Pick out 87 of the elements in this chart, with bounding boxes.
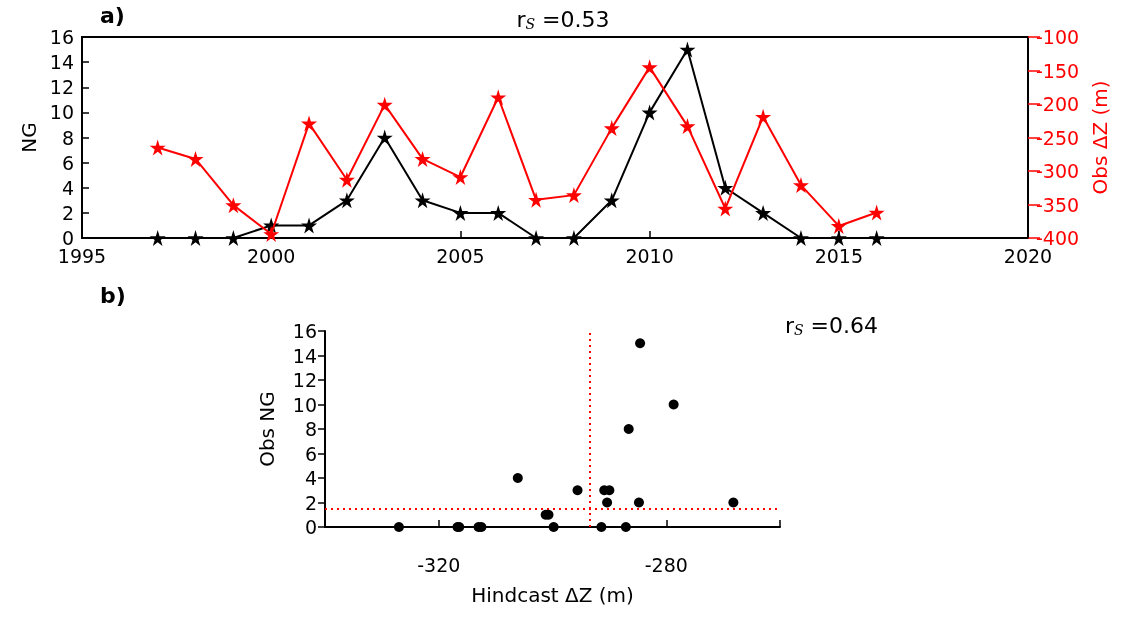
y-tick-label: 6 xyxy=(61,151,74,174)
y2-tick-label: -350 xyxy=(1036,193,1080,216)
point xyxy=(602,497,613,508)
point xyxy=(414,192,431,209)
y-tick-label: 16 xyxy=(292,320,317,342)
point xyxy=(641,104,658,121)
point xyxy=(452,204,469,221)
x-axis-title: Hindcast ΔZ (m) xyxy=(471,583,634,607)
y-tick-label: 14 xyxy=(292,344,317,367)
point xyxy=(512,473,523,483)
point xyxy=(565,230,582,246)
x-tick-label: 2010 xyxy=(625,244,674,267)
y-tick-label: 14 xyxy=(49,51,74,74)
text: a) xyxy=(100,2,125,28)
point xyxy=(565,187,582,204)
text: b) xyxy=(100,282,126,308)
x-tick-label: -280 xyxy=(644,553,688,576)
point xyxy=(301,115,318,132)
y-tick-label: 2 xyxy=(304,491,317,514)
point xyxy=(679,118,696,135)
y-tick-label: 4 xyxy=(61,176,74,199)
text: rS =0.64 xyxy=(785,312,879,338)
x-tick-label: 2005 xyxy=(436,244,485,267)
y-tick-label: 4 xyxy=(304,467,317,489)
point xyxy=(868,204,885,221)
point xyxy=(603,192,620,209)
point xyxy=(755,204,772,221)
point xyxy=(603,120,620,137)
y2-axis-title: Obs ΔZ (m) xyxy=(1088,80,1113,195)
point xyxy=(755,108,772,125)
y-tick-label: 12 xyxy=(49,76,74,99)
point xyxy=(679,41,696,58)
chart-title: rS =0.53 xyxy=(516,6,610,32)
y-axis-title: Obs NG xyxy=(255,391,279,467)
y-tick-label: 12 xyxy=(292,369,317,391)
point xyxy=(728,497,739,508)
y-axis-title: NG xyxy=(16,122,41,153)
y-tick-label: 6 xyxy=(304,442,317,465)
point xyxy=(528,230,545,246)
point xyxy=(792,230,809,246)
y2-tick-label: -250 xyxy=(1036,126,1080,149)
point xyxy=(717,200,734,217)
point xyxy=(668,399,679,410)
point xyxy=(225,197,242,214)
point xyxy=(792,177,809,194)
point xyxy=(187,150,204,167)
y-tick-label: 0 xyxy=(304,516,317,538)
x-tick-label: -320 xyxy=(417,553,461,576)
point xyxy=(376,129,393,146)
y2-tick-label: -100 xyxy=(1036,26,1080,48)
y-tick-label: 8 xyxy=(61,126,74,149)
point xyxy=(490,204,507,221)
y-tick-label: 10 xyxy=(292,393,317,416)
point xyxy=(623,424,634,434)
y-tick-label: 10 xyxy=(49,101,74,124)
point xyxy=(490,89,507,106)
point xyxy=(830,230,847,246)
point xyxy=(620,522,631,532)
y2-tick-label: -200 xyxy=(1036,93,1080,115)
point xyxy=(338,171,355,188)
point xyxy=(572,485,583,496)
point xyxy=(301,217,318,234)
y-tick-label: 16 xyxy=(49,26,74,48)
point xyxy=(548,522,559,532)
x-tick-label: 2015 xyxy=(814,244,863,267)
point xyxy=(263,225,280,242)
point xyxy=(635,338,646,349)
point xyxy=(633,497,644,508)
point xyxy=(641,59,658,76)
point xyxy=(225,230,242,246)
point xyxy=(868,230,885,246)
x-tick-label: 2000 xyxy=(247,244,296,267)
y2-tick-label: -300 xyxy=(1036,160,1080,182)
point xyxy=(830,217,847,234)
point xyxy=(393,522,404,532)
y-tick-label: 2 xyxy=(61,201,74,224)
point xyxy=(414,150,431,167)
point xyxy=(149,139,166,156)
point xyxy=(376,96,393,113)
point xyxy=(187,230,204,246)
point xyxy=(149,230,166,246)
y2-tick-label: -150 xyxy=(1036,59,1080,82)
point xyxy=(338,192,355,209)
point xyxy=(452,169,469,186)
point xyxy=(717,179,734,196)
point xyxy=(596,522,607,532)
y-tick-label: 8 xyxy=(304,418,317,440)
